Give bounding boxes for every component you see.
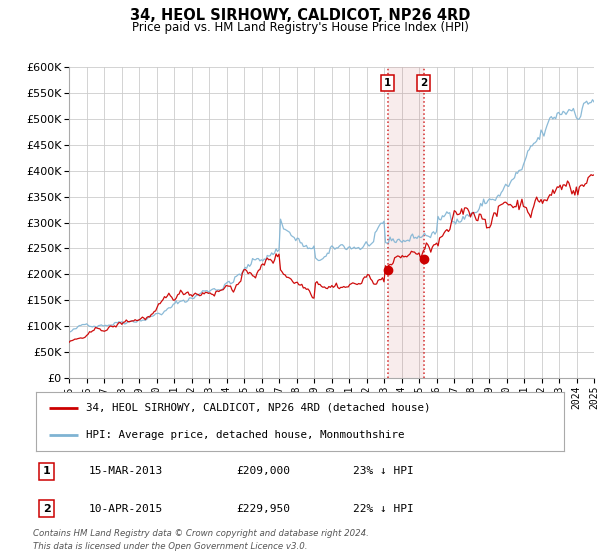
Text: £229,950: £229,950 <box>236 504 290 514</box>
Text: 2: 2 <box>420 78 427 88</box>
Text: 1: 1 <box>384 78 391 88</box>
Text: 22% ↓ HPI: 22% ↓ HPI <box>353 504 413 514</box>
Text: Price paid vs. HM Land Registry's House Price Index (HPI): Price paid vs. HM Land Registry's House … <box>131 21 469 34</box>
Text: 2: 2 <box>43 504 50 514</box>
Text: 10-APR-2015: 10-APR-2015 <box>89 504 163 514</box>
Text: £209,000: £209,000 <box>236 466 290 476</box>
Text: 1: 1 <box>43 466 50 476</box>
Text: 23% ↓ HPI: 23% ↓ HPI <box>353 466 413 476</box>
Text: HPI: Average price, detached house, Monmouthshire: HPI: Average price, detached house, Monm… <box>86 430 404 440</box>
Text: Contains HM Land Registry data © Crown copyright and database right 2024.: Contains HM Land Registry data © Crown c… <box>33 529 369 538</box>
Text: 15-MAR-2013: 15-MAR-2013 <box>89 466 163 476</box>
Text: 34, HEOL SIRHOWY, CALDICOT, NP26 4RD: 34, HEOL SIRHOWY, CALDICOT, NP26 4RD <box>130 8 470 24</box>
Bar <box>388 67 424 378</box>
Text: This data is licensed under the Open Government Licence v3.0.: This data is licensed under the Open Gov… <box>33 542 308 551</box>
Text: 34, HEOL SIRHOWY, CALDICOT, NP26 4RD (detached house): 34, HEOL SIRHOWY, CALDICOT, NP26 4RD (de… <box>86 403 431 413</box>
